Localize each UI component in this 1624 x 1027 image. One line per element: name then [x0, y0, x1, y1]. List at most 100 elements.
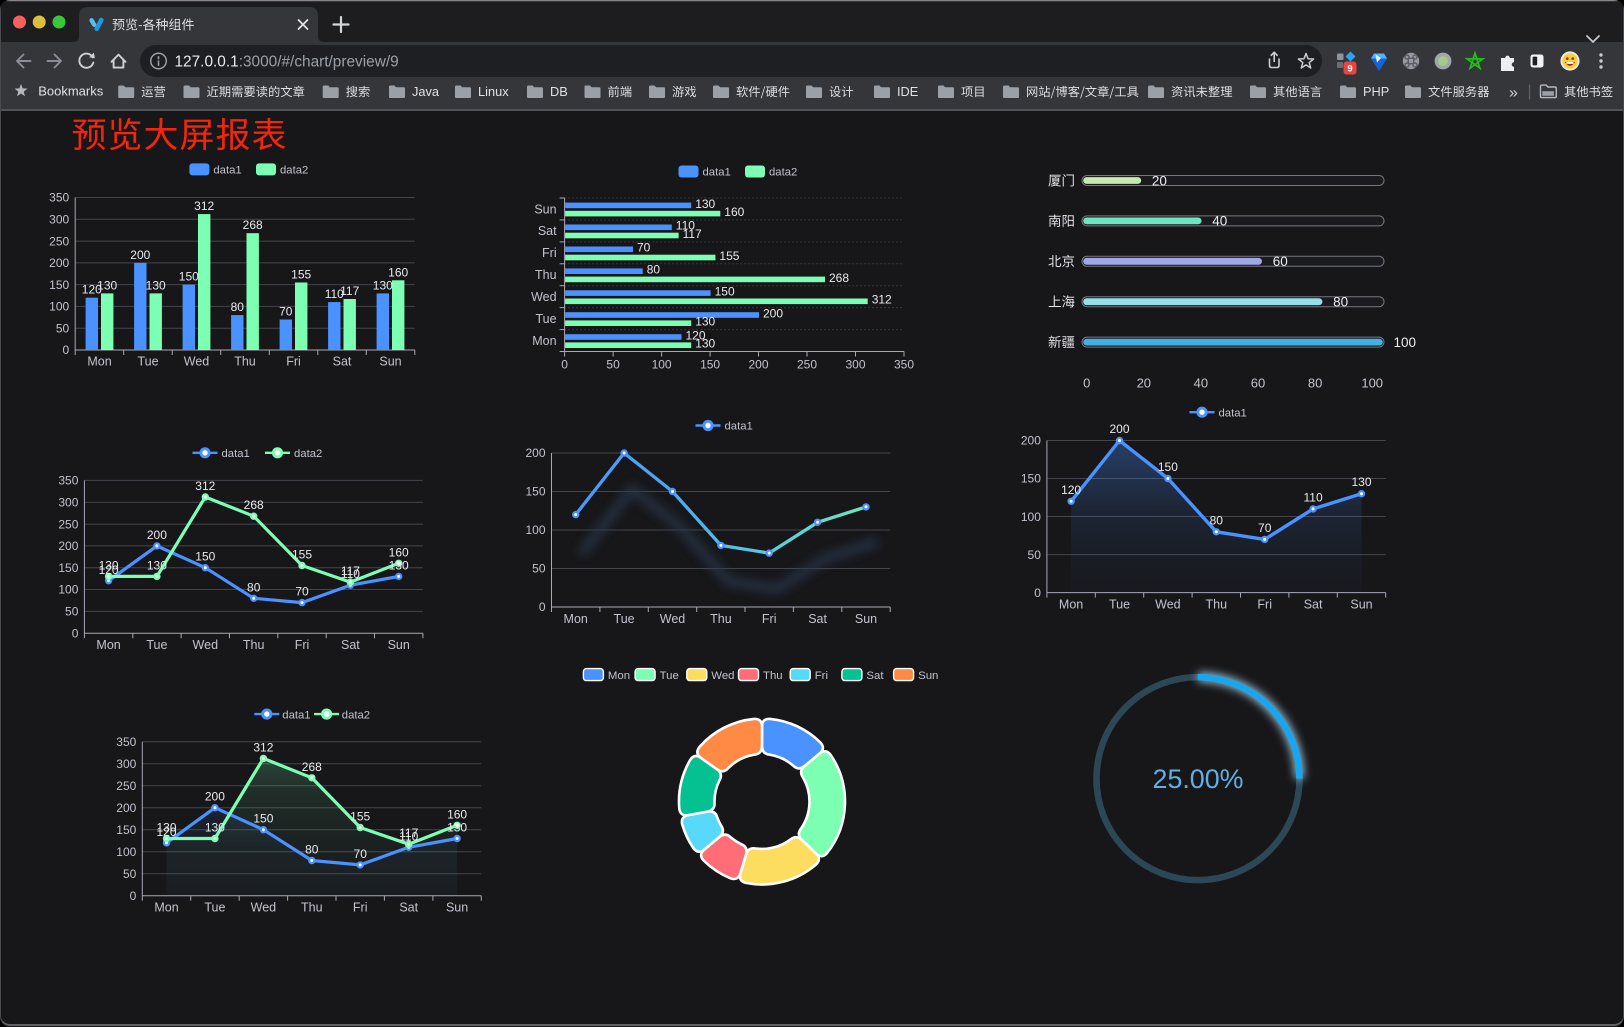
svg-text:Sun: Sun: [855, 612, 877, 626]
svg-text:Mon: Mon: [1059, 598, 1083, 612]
svg-text:350: 350: [58, 474, 78, 488]
svg-text:312: 312: [253, 740, 273, 754]
svg-text:Tue: Tue: [536, 312, 557, 326]
svg-text:80: 80: [1308, 375, 1322, 390]
svg-text:Thu: Thu: [301, 901, 323, 915]
svg-text:20: 20: [1137, 375, 1151, 390]
svg-text:300: 300: [845, 358, 865, 372]
svg-text:110: 110: [399, 829, 418, 843]
svg-text:117: 117: [341, 564, 360, 578]
svg-text:Sun: Sun: [534, 202, 556, 216]
svg-text:150: 150: [58, 561, 78, 575]
svg-text:70: 70: [637, 241, 651, 255]
svg-text:150: 150: [253, 812, 273, 826]
svg-text:200: 200: [205, 790, 225, 804]
svg-text:130: 130: [695, 337, 715, 351]
svg-text:50: 50: [56, 321, 70, 335]
svg-text:350: 350: [894, 358, 914, 372]
svg-text:0: 0: [63, 343, 70, 357]
svg-text:Fri: Fri: [353, 901, 368, 915]
svg-text:130: 130: [389, 558, 409, 572]
svg-text:Sat: Sat: [866, 670, 884, 682]
svg-text:data1: data1: [1219, 407, 1247, 419]
svg-text:Bookmarks: Bookmarks: [38, 84, 104, 99]
svg-text:150: 150: [49, 278, 69, 292]
svg-text:130: 130: [1351, 475, 1371, 489]
svg-text:70: 70: [279, 305, 293, 319]
svg-text:155: 155: [719, 249, 739, 263]
svg-text:70: 70: [295, 585, 309, 599]
svg-text:70: 70: [354, 847, 368, 861]
svg-text:117: 117: [399, 826, 418, 840]
svg-text:Sat: Sat: [341, 638, 360, 652]
svg-text:Fri: Fri: [1257, 598, 1272, 612]
svg-text:150: 150: [179, 270, 199, 284]
svg-text:150: 150: [525, 485, 545, 499]
svg-text:Sat: Sat: [399, 901, 418, 915]
svg-text:155: 155: [291, 268, 311, 282]
svg-text:PHP: PHP: [1363, 84, 1389, 99]
svg-text:200: 200: [1021, 434, 1041, 448]
svg-text:20: 20: [1152, 173, 1167, 188]
svg-text:200: 200: [763, 306, 783, 320]
svg-text:data2: data2: [769, 167, 797, 179]
svg-text:0: 0: [1034, 586, 1041, 600]
svg-text:268: 268: [829, 271, 849, 285]
svg-text:Wed: Wed: [184, 355, 210, 369]
svg-text:Mon: Mon: [154, 901, 178, 915]
svg-text:Sat: Sat: [1304, 598, 1323, 612]
svg-text:120: 120: [82, 283, 102, 297]
svg-text:117: 117: [683, 227, 702, 241]
svg-text:Mon: Mon: [608, 670, 630, 682]
svg-text:160: 160: [388, 265, 408, 279]
svg-text:100: 100: [1021, 510, 1041, 524]
svg-text:Linux: Linux: [478, 84, 509, 99]
svg-text:0: 0: [539, 600, 546, 614]
svg-text:50: 50: [123, 867, 137, 881]
svg-text:Fri: Fri: [815, 670, 828, 682]
svg-text:200: 200: [116, 801, 136, 815]
svg-text:130: 130: [447, 821, 467, 835]
svg-text:80: 80: [1333, 295, 1348, 310]
svg-text:Fri: Fri: [286, 355, 301, 369]
svg-text:160: 160: [389, 545, 409, 559]
svg-text:110: 110: [1304, 490, 1323, 504]
svg-text:Tue: Tue: [146, 638, 167, 652]
svg-text:0: 0: [561, 358, 568, 372]
svg-text:250: 250: [116, 779, 136, 793]
svg-text:data1: data1: [725, 421, 753, 433]
svg-text:100: 100: [49, 300, 69, 314]
svg-text:127.0.0.1:3000/#/chart/preview: 127.0.0.1:3000/#/chart/preview/9: [175, 53, 399, 70]
svg-text:200: 200: [49, 256, 69, 270]
svg-text:70: 70: [1258, 521, 1272, 535]
svg-text:130: 130: [99, 558, 119, 572]
svg-text:150: 150: [700, 358, 720, 372]
svg-text:120: 120: [686, 328, 706, 342]
svg-text:130: 130: [695, 315, 715, 329]
svg-text:130: 130: [147, 558, 167, 572]
svg-text:Mon: Mon: [96, 638, 120, 652]
svg-text:Sun: Sun: [379, 355, 401, 369]
svg-text:155: 155: [350, 810, 370, 824]
svg-text:Mon: Mon: [532, 334, 556, 348]
svg-text:Fri: Fri: [762, 612, 777, 626]
svg-text:Sun: Sun: [388, 638, 410, 652]
svg-text:100: 100: [1394, 335, 1417, 350]
svg-text:Thu: Thu: [710, 612, 732, 626]
svg-text:150: 150: [1021, 472, 1041, 486]
svg-text:117: 117: [340, 284, 359, 298]
svg-text:Tue: Tue: [137, 355, 158, 369]
svg-text:50: 50: [532, 562, 546, 576]
svg-text:60: 60: [1273, 254, 1288, 269]
svg-text:150: 150: [715, 285, 735, 299]
svg-text:80: 80: [305, 843, 319, 857]
svg-text:130: 130: [373, 278, 393, 292]
svg-text:Sun: Sun: [446, 901, 468, 915]
svg-text:150: 150: [195, 550, 215, 564]
svg-text:350: 350: [49, 191, 69, 205]
svg-text:data2: data2: [294, 448, 322, 460]
svg-text:Thu: Thu: [763, 670, 783, 682]
svg-text:120: 120: [156, 825, 176, 839]
svg-text:Wed: Wed: [531, 290, 557, 304]
svg-text:0: 0: [130, 889, 137, 903]
